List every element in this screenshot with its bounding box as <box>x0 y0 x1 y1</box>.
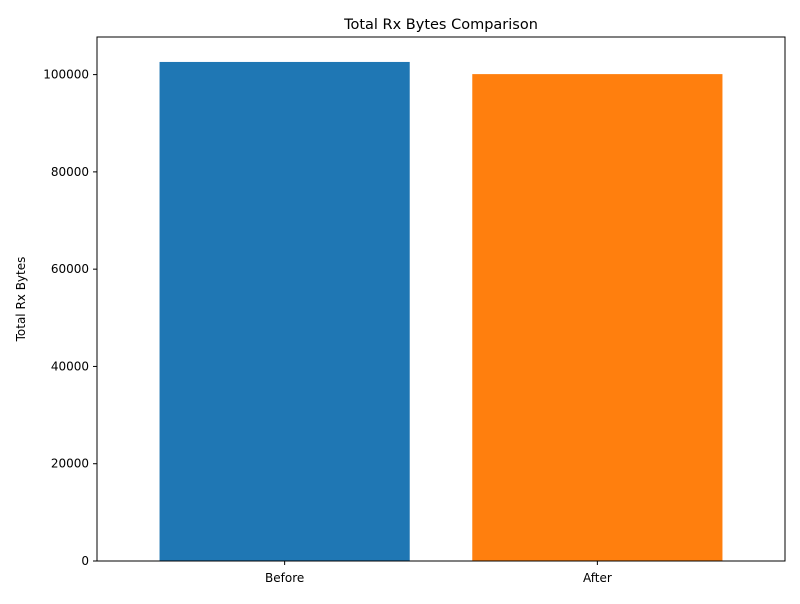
x-axis-ticks: Before After <box>265 561 612 585</box>
y-axis-ticks: 0 20000 40000 60000 80000 100000 <box>43 68 97 568</box>
bars-group <box>159 61 723 561</box>
bar-after <box>472 74 723 561</box>
y-tick-label: 0 <box>81 554 89 568</box>
y-axis-label: Total Rx Bytes <box>14 257 28 343</box>
y-tick-label: 100000 <box>43 68 89 82</box>
chart-title: Total Rx Bytes Comparison <box>343 17 538 33</box>
x-tick-label: Before <box>265 571 304 585</box>
y-tick-label: 40000 <box>51 359 89 373</box>
bar-before <box>159 61 410 561</box>
y-tick-label: 80000 <box>51 165 89 179</box>
y-tick-label: 60000 <box>51 262 89 276</box>
plot-frame <box>96 36 786 562</box>
x-tick-label: After <box>583 571 612 585</box>
y-tick-label: 20000 <box>51 457 89 471</box>
